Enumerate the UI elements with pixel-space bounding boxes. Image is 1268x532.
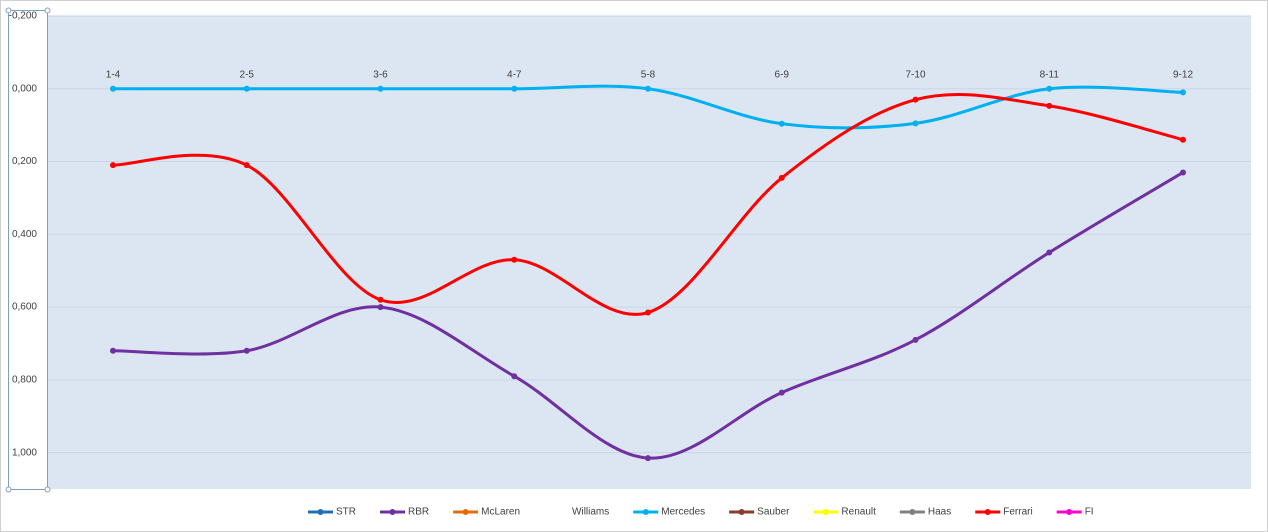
data-point bbox=[377, 296, 384, 303]
data-point bbox=[243, 85, 250, 92]
data-point bbox=[243, 347, 250, 354]
legend-marker bbox=[642, 509, 649, 515]
data-point bbox=[511, 373, 518, 380]
data-point bbox=[1046, 85, 1053, 92]
legend-marker bbox=[984, 509, 991, 515]
y-tick-label: 0,400 bbox=[12, 229, 37, 240]
legend-label: Haas bbox=[928, 507, 951, 518]
legend-marker bbox=[909, 509, 916, 515]
data-point bbox=[110, 347, 116, 354]
data-point bbox=[511, 85, 518, 92]
y-tick-label: -0,200 bbox=[9, 11, 38, 22]
x-tick-label: 4-7 bbox=[507, 69, 522, 80]
y-tick-label: 0,000 bbox=[12, 83, 37, 94]
x-tick-label: 3-6 bbox=[373, 69, 388, 80]
x-tick-label: 2-5 bbox=[240, 69, 255, 80]
y-tick-label: 0,200 bbox=[12, 156, 37, 167]
y-tick-label: 0,800 bbox=[12, 374, 37, 385]
legend-marker bbox=[317, 509, 324, 515]
x-tick-label: 8-11 bbox=[1040, 69, 1060, 80]
legend-marker bbox=[738, 509, 745, 515]
data-point bbox=[912, 336, 919, 343]
data-point bbox=[645, 85, 651, 92]
data-point bbox=[778, 174, 785, 181]
legend-label: Williams bbox=[572, 507, 609, 518]
data-point bbox=[110, 85, 116, 92]
legend-marker bbox=[462, 509, 469, 515]
data-point bbox=[912, 96, 919, 103]
legend-label: STR bbox=[336, 507, 356, 518]
legend-label: FI bbox=[1085, 507, 1094, 518]
legend-label: McLaren bbox=[481, 507, 520, 518]
x-tick-label: 6-9 bbox=[775, 69, 790, 80]
legend-marker bbox=[1066, 509, 1073, 515]
data-point bbox=[912, 120, 919, 127]
legend-label: RBR bbox=[408, 507, 429, 518]
legend-label: Ferrari bbox=[1003, 507, 1032, 518]
legend-label: Mercedes bbox=[661, 507, 705, 518]
data-point bbox=[243, 162, 250, 169]
data-point bbox=[778, 389, 785, 396]
axis-selection bbox=[8, 10, 48, 490]
data-point bbox=[778, 120, 785, 127]
data-point bbox=[377, 304, 384, 311]
data-point bbox=[377, 85, 384, 92]
x-tick-label: 9-12 bbox=[1173, 69, 1193, 80]
legend-label: Renault bbox=[841, 507, 876, 518]
y-tick-label: 0,600 bbox=[12, 302, 37, 313]
data-point bbox=[110, 162, 116, 169]
data-point bbox=[1046, 249, 1053, 256]
selection-handles bbox=[5, 7, 51, 493]
legend-marker bbox=[553, 509, 560, 515]
data-point bbox=[1180, 169, 1186, 176]
data-point bbox=[1180, 89, 1186, 96]
data-point bbox=[1180, 136, 1186, 143]
x-tick-label: 1-4 bbox=[106, 69, 121, 80]
x-tick-label: 5-8 bbox=[641, 69, 656, 80]
data-point bbox=[645, 309, 651, 316]
data-point bbox=[511, 256, 518, 263]
legend-label: Sauber bbox=[757, 507, 790, 518]
legend-marker bbox=[389, 509, 396, 515]
y-tick-label: 1,000 bbox=[12, 447, 37, 458]
data-point bbox=[1046, 102, 1053, 109]
x-tick-label: 7-10 bbox=[905, 69, 925, 80]
data-point bbox=[645, 455, 651, 462]
legend-marker bbox=[822, 509, 829, 515]
